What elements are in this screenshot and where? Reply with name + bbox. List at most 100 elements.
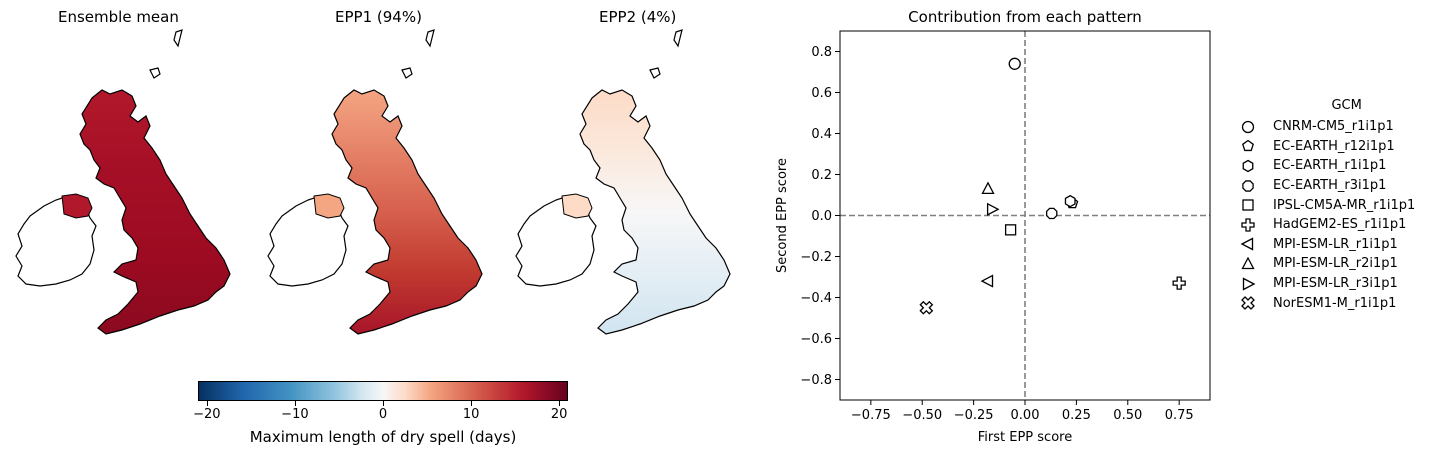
northern-ireland-region <box>61 193 93 219</box>
point-hexagon <box>1064 194 1076 208</box>
square-marker-icon <box>1242 199 1254 211</box>
legend-marker <box>1242 179 1254 192</box>
shetland-outline <box>425 29 435 48</box>
legend-label: CNRM-CM5_r1i1p1 <box>1273 119 1394 135</box>
scatter-chart: Contribution from each pattern −0.75 −0.50… <box>775 8 1211 445</box>
legend-marker <box>1241 256 1255 270</box>
legend-label: NorESM1-M_r1i1p1 <box>1273 295 1397 311</box>
legend-item: MPI-ESM-LR_r1i1p1 <box>1238 235 1415 255</box>
map-epp1 <box>267 29 483 335</box>
legend-label: MPI-ESM-LR_r3i1p1 <box>1273 276 1398 292</box>
orkney-outline <box>149 67 161 79</box>
triangle-up-marker-icon <box>1241 256 1255 270</box>
x-filled-marker-icon <box>1241 296 1255 311</box>
colorbar-tick <box>294 401 296 406</box>
y-tick-label: −0.8 <box>800 373 832 388</box>
legend-marker <box>1241 218 1255 232</box>
legend-item: CNRM-CM5_r1i1p1 <box>1238 117 1415 137</box>
legend-marker <box>1240 237 1254 251</box>
legend-marker <box>1242 276 1256 291</box>
map-title-epp2: EPP2 (4%) <box>599 8 677 26</box>
legend-item: MPI-ESM-LR_r3i1p1 <box>1238 274 1415 294</box>
map-title-epp1: EPP1 (94%) <box>335 8 422 26</box>
point-plus <box>1172 276 1186 290</box>
legend-label: MPI-ESM-LR_r2i1p1 <box>1273 256 1398 272</box>
colorbar-tick-label: 20 <box>550 407 568 422</box>
shetland-outline <box>673 29 683 48</box>
colorbar-tick <box>206 401 208 406</box>
hexagon-marker-icon <box>1242 159 1254 173</box>
legend-title: GCM <box>1331 98 1362 113</box>
colorbar-tick-label: −20 <box>193 407 221 422</box>
point-circle <box>1008 57 1021 70</box>
y-tick-label: 0.6 <box>811 86 832 101</box>
y-tick-label: 0.0 <box>811 209 832 224</box>
y-tick-label: −0.6 <box>800 332 832 347</box>
legend-label: MPI-ESM-LR_r1i1p1 <box>1273 236 1398 252</box>
point-square <box>1004 224 1017 236</box>
great-britain-region <box>79 89 231 335</box>
legend-marker <box>1241 120 1255 133</box>
colorbar-tick-label: 0 <box>378 407 388 422</box>
y-tick-label: 0.4 <box>811 127 832 142</box>
x-axis-label: First EPP score <box>978 430 1072 445</box>
legend-label: HadGEM2-ES_r1i1p1 <box>1273 217 1407 233</box>
y-tick-label: 0.8 <box>811 45 832 60</box>
point-triangle-left <box>980 274 994 288</box>
x-tick-label: −0.25 <box>954 408 994 423</box>
y-tick-label: −0.2 <box>800 250 832 265</box>
y-axis-label: Second EPP score <box>775 158 790 273</box>
northern-ireland-region <box>561 193 593 219</box>
great-britain-region <box>579 89 731 335</box>
colorbar-tick <box>559 401 561 406</box>
northern-ireland-region <box>313 193 345 219</box>
colorbar-tick <box>471 401 473 406</box>
x-tick-label: −0.50 <box>902 408 942 423</box>
legend-label: EC-EARTH_r1i1p1 <box>1273 158 1387 174</box>
legend-item: NorESM1-M_r1i1p1 <box>1238 293 1415 313</box>
colorbar-tick <box>383 401 384 406</box>
legend-label: EC-EARTH_r12i1p1 <box>1273 138 1395 154</box>
legend-label: IPSL-CM5A-MR_r1i1p1 <box>1273 197 1416 213</box>
shetland-outline <box>173 29 183 48</box>
point-triangle-up <box>981 181 995 195</box>
circle-marker-icon <box>1241 120 1255 133</box>
legend-item: IPSL-CM5A-MR_r1i1p1 <box>1238 195 1415 215</box>
colorbar-tick-label: −10 <box>281 407 309 422</box>
colorbar-tick-label: 10 <box>462 407 480 422</box>
point-octagon <box>1045 207 1058 220</box>
legend-label: EC-EARTH_r3i1p1 <box>1273 178 1387 194</box>
orkney-outline <box>401 67 413 79</box>
colorbar <box>198 381 568 401</box>
triangle-left-marker-icon <box>1240 237 1254 251</box>
x-tick-label: 0.75 <box>1165 408 1194 423</box>
y-tick-label: −0.4 <box>800 291 832 306</box>
legend-item: MPI-ESM-LR_r2i1p1 <box>1238 254 1415 274</box>
x-tick-label: 0.50 <box>1113 408 1142 423</box>
map-ensemble-mean <box>15 29 231 335</box>
legend-item: EC-EARTH_r12i1p1 <box>1238 137 1415 157</box>
point-triangle-right <box>986 202 1000 216</box>
pentagon-marker-icon <box>1242 140 1254 152</box>
map-title-ensemble-mean: Ensemble mean <box>58 8 179 26</box>
legend-item: EC-EARTH_r3i1p1 <box>1238 176 1415 196</box>
plus-marker-icon <box>1241 218 1255 232</box>
chart-title: Contribution from each pattern <box>908 8 1142 26</box>
great-britain-region <box>331 89 483 335</box>
legend-marker <box>1241 296 1255 311</box>
colorbar-label: Maximum length of dry spell (days) <box>249 428 517 446</box>
legend: GCM CNRM-CM5_r1i1p1 EC-EARTH_r12i1p1 EC-EA… <box>1238 98 1415 313</box>
point-x-filled <box>919 300 934 315</box>
map-epp2 <box>515 29 731 335</box>
legend-item: HadGEM2-ES_r1i1p1 <box>1238 215 1415 235</box>
orkney-outline <box>649 67 661 79</box>
legend-marker <box>1242 159 1254 173</box>
triangle-right-marker-icon <box>1242 276 1256 291</box>
x-tick-label: 0.00 <box>1011 408 1040 423</box>
legend-marker <box>1242 140 1254 152</box>
y-tick-label: 0.2 <box>811 168 832 183</box>
x-tick-label: 0.25 <box>1062 408 1091 423</box>
x-tick-label: −0.75 <box>851 408 891 423</box>
octagon-marker-icon <box>1242 179 1254 192</box>
legend-item: EC-EARTH_r1i1p1 <box>1238 156 1415 176</box>
